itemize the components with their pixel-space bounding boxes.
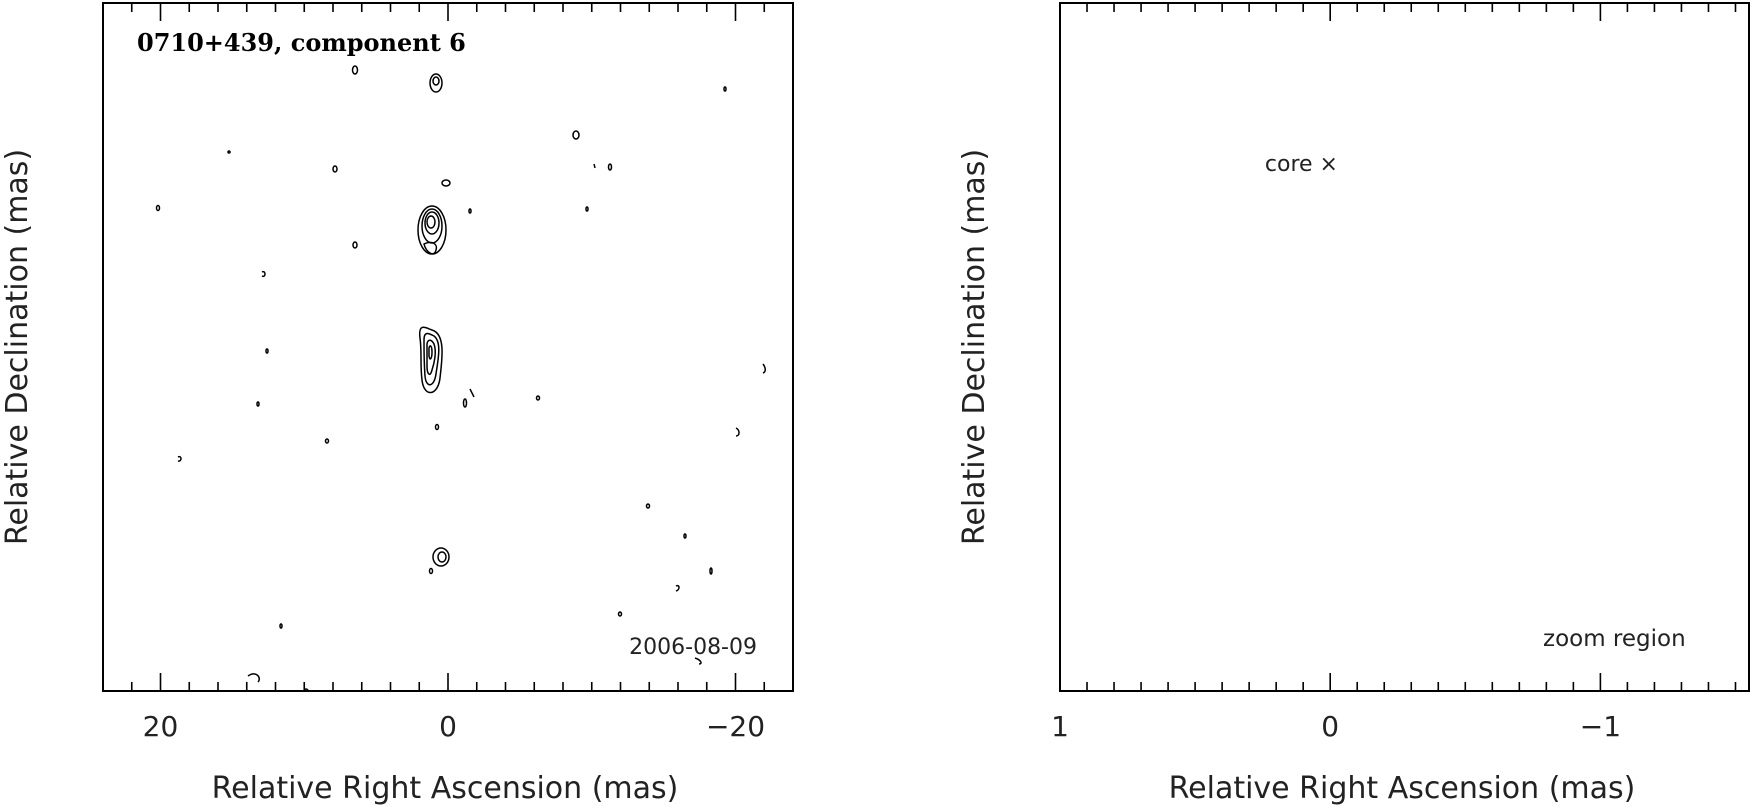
noise-contour (468, 208, 472, 214)
core-contour (426, 215, 436, 229)
noise-contour (177, 455, 182, 462)
x-tick-label: 0 (1321, 710, 1339, 743)
noise-contour (256, 401, 260, 407)
left-y-axis-label: Relative Declination (mas) (0, 149, 35, 545)
noise-contour (303, 688, 309, 691)
noise-contour (607, 163, 613, 171)
jet-knot-contour (423, 332, 440, 386)
core-contour (423, 241, 438, 255)
left-panel-title: 0710+439, component 6 (137, 28, 466, 57)
left-panel-ticks: 200−200−20 (102, 2, 794, 743)
noise-contour (261, 270, 266, 278)
right-y-axis-label: Relative Declination (mas) (957, 149, 992, 545)
noise-contour (617, 611, 623, 617)
noise-contour (709, 567, 713, 575)
left-plot-frame (102, 2, 794, 692)
noise-contour (723, 86, 727, 92)
noise-contour (352, 241, 358, 249)
observation-date-label: 2006-08-09 (629, 635, 757, 660)
x-tick-label: 0 (439, 710, 457, 743)
noise-contour (227, 150, 231, 154)
noise-contour (762, 363, 766, 374)
noise-contour (675, 584, 680, 592)
noise-contour (428, 567, 434, 575)
noise-contour (585, 206, 589, 212)
north-spot-contour (432, 76, 440, 86)
noise-contour (441, 179, 451, 187)
core-contour (424, 211, 440, 235)
noise-contour (694, 657, 702, 665)
noise-contour (735, 427, 740, 437)
right-plot-frame (1059, 2, 1750, 692)
noise-contour (155, 204, 161, 212)
noise-contour (265, 348, 269, 354)
noise-contour (279, 623, 283, 629)
noise-contour (434, 423, 440, 431)
contour-map (155, 65, 766, 691)
south-knot-contour (437, 551, 447, 563)
x-tick-label: −1 (1580, 710, 1621, 743)
left-panel: 200−200−20 (0, 2, 794, 806)
south-knot-contour (432, 547, 450, 567)
noise-contour (462, 398, 468, 408)
zoom-region-label: zoom region (1543, 626, 1686, 652)
core-label: core × (1265, 152, 1338, 177)
x-tick-label: 1 (1051, 710, 1069, 743)
noise-contour (324, 438, 330, 444)
x-tick-label: 20 (143, 710, 179, 743)
right-panel-ticks: 10−10−1 (1051, 2, 1749, 743)
left-x-axis-label: Relative Right Ascension (mas) (212, 771, 679, 806)
jet-knot-contour (418, 326, 443, 394)
jet-knot-contour (428, 345, 433, 360)
noise-contour (535, 395, 541, 401)
noise-contour (351, 65, 359, 75)
right-panel: 10−10−1 core × zoom region Relative Righ… (957, 2, 1750, 806)
noise-contour (683, 533, 687, 539)
noise-contour (247, 673, 260, 683)
noise-contour (645, 503, 651, 509)
noise-contour (593, 163, 596, 169)
x-tick-label: −20 (706, 710, 765, 743)
right-x-axis-label: Relative Right Ascension (mas) (1169, 771, 1636, 806)
jet-knot-contour (426, 339, 436, 376)
noise-contour (332, 165, 338, 173)
north-spot-contour (429, 73, 443, 93)
noise-contour (572, 130, 580, 140)
noise-contour (469, 388, 475, 398)
